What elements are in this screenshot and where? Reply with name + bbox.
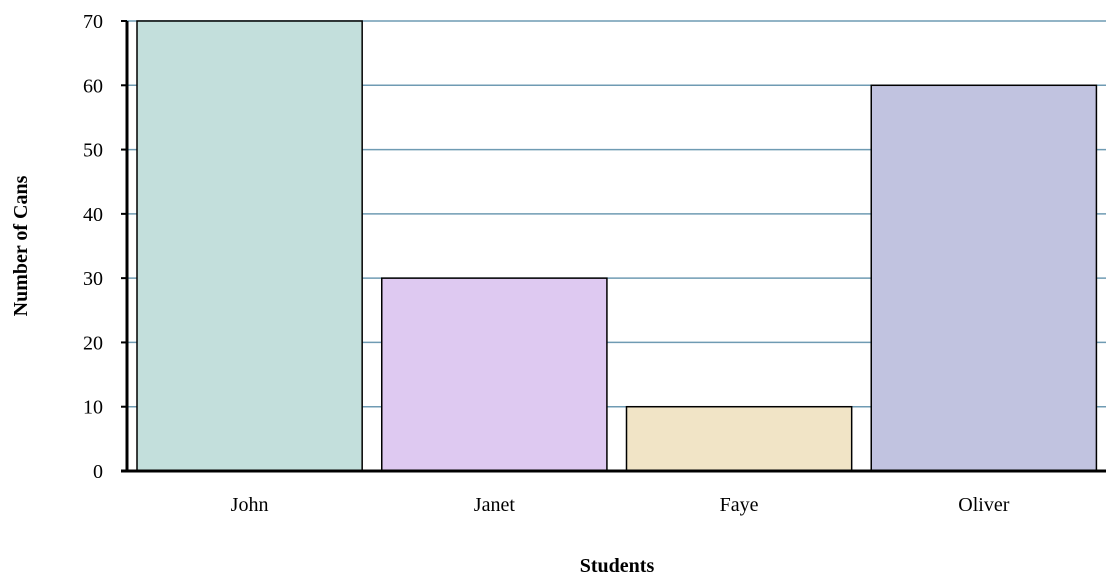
axes bbox=[121, 20, 1106, 473]
x-tick-labels: John Janet Faye Oliver bbox=[231, 494, 1010, 516]
x-tick-label: Oliver bbox=[958, 494, 1009, 516]
y-tick-label: 30 bbox=[83, 268, 103, 290]
y-tick-labels: 0 10 20 30 40 50 60 70 bbox=[83, 11, 103, 483]
y-tick-label: 50 bbox=[83, 140, 103, 162]
y-tick-label: 60 bbox=[83, 75, 103, 97]
x-tick-label: Janet bbox=[474, 494, 516, 516]
y-tick-label: 70 bbox=[83, 11, 103, 33]
bar-janet bbox=[381, 277, 608, 472]
y-tick-label: 40 bbox=[83, 204, 103, 226]
x-tick-label: Faye bbox=[720, 494, 759, 516]
bar-john bbox=[136, 20, 363, 472]
x-axis-title: Students bbox=[580, 555, 655, 577]
y-tick-label: 10 bbox=[83, 397, 103, 419]
y-axis-title: Number of Cans bbox=[10, 175, 32, 316]
y-tick-label: 20 bbox=[83, 332, 103, 354]
y-tick-label: 0 bbox=[93, 461, 103, 483]
x-tick-label: John bbox=[231, 494, 269, 516]
bar-oliver bbox=[870, 84, 1098, 472]
bar-faye bbox=[625, 405, 853, 472]
bars bbox=[136, 20, 1098, 472]
